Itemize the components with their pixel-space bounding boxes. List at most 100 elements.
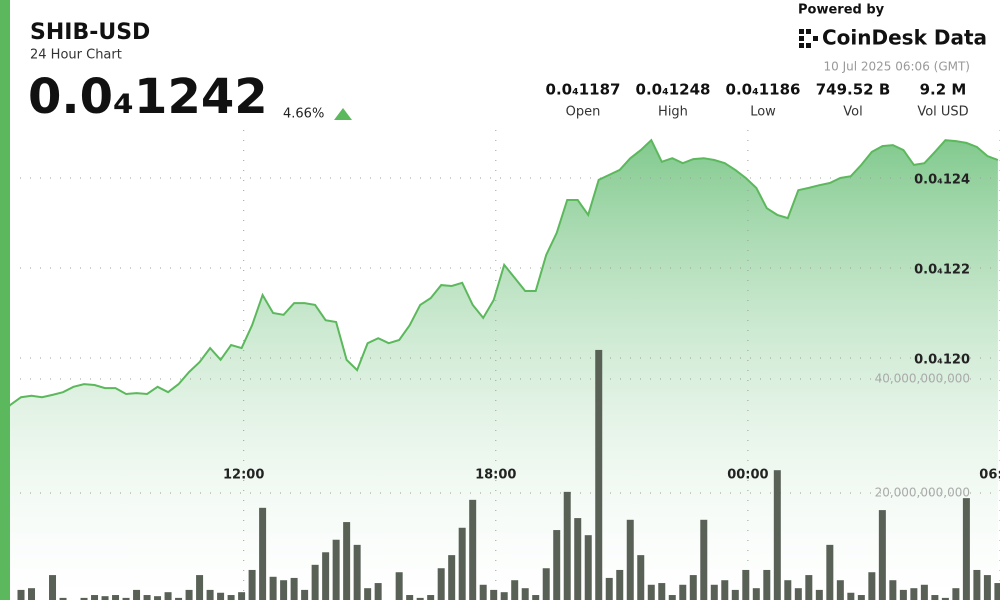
volume-bar bbox=[857, 595, 865, 600]
price: 0.0₄1242 bbox=[28, 69, 268, 125]
volume-bar bbox=[490, 589, 498, 600]
volume-bar bbox=[290, 577, 298, 600]
volume-bar bbox=[563, 491, 571, 600]
stat-value: 0.0₄1187 bbox=[546, 81, 621, 99]
volume-bar bbox=[878, 510, 886, 600]
volume-bar bbox=[91, 595, 99, 600]
volume-bar bbox=[626, 519, 634, 600]
volume-bar bbox=[469, 499, 477, 600]
y-tick-label: 20,000,000,000 bbox=[875, 486, 970, 500]
volume-bar bbox=[710, 584, 718, 600]
volume-bar bbox=[301, 589, 309, 600]
bar-layer bbox=[0, 349, 1000, 600]
volume-bar bbox=[658, 583, 666, 600]
volume-bar bbox=[805, 575, 813, 600]
volume-bar bbox=[479, 584, 487, 600]
volume-bar bbox=[668, 595, 676, 600]
volume-bar bbox=[395, 572, 403, 600]
volume-bar bbox=[448, 555, 456, 600]
volume-bar bbox=[899, 589, 907, 600]
stat-label: Vol USD bbox=[917, 105, 968, 120]
y-tick-label: 0.0₄124 bbox=[914, 173, 970, 188]
volume-bar bbox=[941, 597, 949, 600]
volume-bar bbox=[80, 597, 88, 600]
volume-bar bbox=[647, 584, 655, 600]
line-layer bbox=[0, 138, 999, 416]
stat-value: 0.0₄1186 bbox=[726, 81, 801, 99]
area-layer bbox=[0, 140, 998, 600]
subtitle: 24 Hour Chart bbox=[30, 48, 122, 63]
volume-bar bbox=[868, 572, 876, 600]
volume-bar bbox=[542, 568, 550, 600]
volume-bar bbox=[826, 544, 834, 600]
volume-bar bbox=[973, 569, 981, 600]
volume-bar bbox=[353, 544, 361, 600]
volume-bar bbox=[637, 555, 645, 600]
x-tick-label: 18:00 bbox=[475, 468, 516, 483]
volume-bar bbox=[836, 580, 844, 600]
logo bbox=[799, 29, 818, 48]
stat-value: 749.52 B bbox=[816, 81, 891, 99]
volume-bar bbox=[164, 592, 172, 600]
volume-bar bbox=[133, 589, 141, 600]
volume-bar bbox=[17, 589, 25, 600]
volume-bar bbox=[227, 595, 235, 600]
volume-bar bbox=[532, 595, 540, 600]
volume-bar bbox=[112, 595, 120, 600]
x-tick-label: 00:00 bbox=[727, 468, 768, 483]
volume-bar bbox=[122, 597, 130, 600]
volume-bar bbox=[59, 597, 67, 600]
volume-bar bbox=[553, 530, 561, 600]
stat-label: High bbox=[658, 105, 688, 120]
stat-value: 0.0₄1248 bbox=[636, 81, 711, 99]
stat-value: 9.2 M bbox=[920, 81, 967, 99]
volume-bar bbox=[332, 539, 340, 600]
y-tick-label: 0.0₄120 bbox=[914, 353, 970, 368]
volume-bar bbox=[437, 568, 445, 600]
volume-bar bbox=[994, 583, 1000, 600]
volume-bar bbox=[154, 596, 162, 600]
up-arrow bbox=[334, 108, 352, 120]
accent-bar bbox=[0, 0, 10, 600]
volume-bar bbox=[458, 527, 466, 600]
volume-bar bbox=[280, 580, 288, 600]
volume-bar bbox=[101, 596, 109, 600]
volume-bar bbox=[196, 575, 204, 600]
volume-bar bbox=[752, 588, 760, 600]
volume-bar bbox=[595, 349, 603, 600]
y-tick-label: 0.0₄122 bbox=[914, 263, 970, 278]
brand: CoinDesk Data bbox=[822, 26, 987, 50]
x-tick-label: 12:00 bbox=[223, 468, 264, 483]
area-fill bbox=[0, 140, 998, 600]
powered-by: Powered by bbox=[798, 3, 885, 18]
volume-bar bbox=[847, 592, 855, 600]
volume-bar bbox=[773, 470, 781, 600]
stat-label: Low bbox=[750, 105, 776, 120]
volume-bar bbox=[574, 518, 582, 600]
volume-bar bbox=[679, 584, 687, 600]
volume-bar bbox=[584, 535, 592, 600]
volume-bar bbox=[920, 584, 928, 600]
volume-bar bbox=[500, 592, 508, 600]
volume-bar bbox=[406, 595, 414, 600]
volume-bar bbox=[910, 588, 918, 600]
volume-bar bbox=[952, 588, 960, 600]
volume-bar bbox=[815, 589, 823, 600]
volume-bar bbox=[185, 589, 193, 600]
volume-bar bbox=[763, 569, 771, 600]
change: 4.66% bbox=[283, 107, 324, 122]
volume-bar bbox=[374, 583, 382, 600]
volume-bar bbox=[416, 597, 424, 600]
volume-bar bbox=[206, 589, 214, 600]
title: SHIB-USD bbox=[30, 20, 150, 45]
volume-bar bbox=[700, 519, 708, 600]
volume-bar bbox=[794, 588, 802, 600]
date: 10 Jul 2025 06:06 (GMT) bbox=[824, 60, 970, 74]
label-layer: 0.0₄120 0.0₄122 0.0₄124 12:00 18:00 00:00 06:0… bbox=[223, 173, 1000, 500]
y-tick-label: 40,000,000,000 bbox=[875, 372, 970, 386]
volume-bar bbox=[731, 589, 739, 600]
volume-bar bbox=[269, 576, 277, 600]
volume-bar bbox=[605, 577, 613, 600]
grid-layer bbox=[20, 130, 1000, 600]
